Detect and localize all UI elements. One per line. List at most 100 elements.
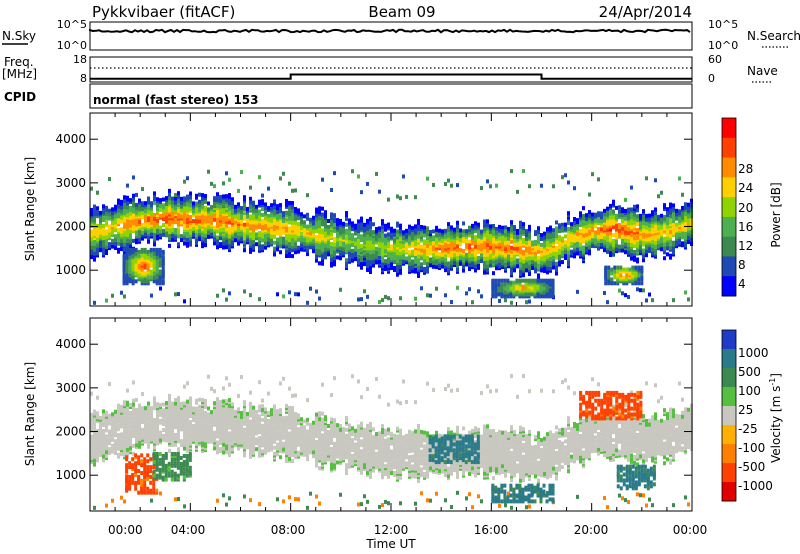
power-cell (459, 248, 462, 253)
power-cell (291, 188, 294, 193)
power-cell (360, 216, 363, 221)
power-cell (540, 252, 543, 257)
power-cell (210, 205, 213, 210)
power-cell (285, 236, 288, 241)
velocity-cell (126, 406, 129, 411)
power-cell (579, 234, 582, 239)
frequency-trace (90, 73, 692, 80)
power-cell (609, 219, 612, 224)
power-cell (180, 220, 183, 225)
velocity-cell (162, 433, 165, 438)
power-cell (561, 260, 564, 265)
power-cell (615, 231, 618, 236)
power-cell (486, 248, 489, 253)
power-cell (396, 194, 399, 199)
power-cell (255, 242, 258, 247)
power-cell (639, 213, 642, 218)
power-cell (378, 255, 381, 260)
power-cell (117, 218, 120, 223)
noise-left-tick-bottom: 10^0 (57, 39, 87, 52)
power-cell (282, 228, 285, 233)
power-cell (591, 212, 594, 217)
power-cell (273, 219, 276, 224)
power-cell (249, 196, 252, 201)
power-cell (123, 210, 126, 215)
power-cell (219, 194, 222, 199)
power-cell (672, 213, 675, 218)
power-cell (576, 247, 579, 252)
power-cell (582, 213, 585, 218)
power-cell (525, 256, 528, 261)
power-cell (204, 233, 207, 238)
power-cell (222, 181, 225, 186)
power-cell (666, 252, 669, 257)
power-cell (237, 202, 240, 207)
power-cell (159, 225, 162, 230)
power-cell (645, 253, 648, 258)
power-cell (642, 228, 645, 233)
power-cell (162, 197, 165, 202)
power-cell (545, 284, 549, 289)
velocity-cell (123, 447, 126, 452)
power-cell (486, 242, 489, 247)
power-cell (522, 169, 525, 174)
power-cell (246, 238, 249, 243)
power-cell (152, 275, 156, 280)
power-cell (300, 212, 303, 217)
power-cell (372, 263, 375, 268)
power-cell (158, 269, 162, 274)
power-cell (339, 287, 342, 292)
velocity-cell (102, 421, 105, 426)
power-cell (630, 252, 633, 257)
power-cell (613, 265, 617, 270)
power-cell (143, 247, 147, 252)
power-cell (411, 233, 414, 238)
power-cell (438, 252, 441, 257)
power-cell (276, 292, 279, 297)
power-cell (387, 232, 390, 237)
power-cell (525, 233, 528, 238)
power-cell (303, 241, 306, 246)
power-cell (315, 213, 318, 218)
velocity-cell (111, 433, 114, 438)
power-cell (628, 271, 632, 276)
power-cell (513, 225, 516, 230)
power-cell (537, 263, 540, 268)
power-cell (408, 224, 411, 229)
power-cell (161, 249, 165, 254)
velocity-cell (177, 497, 180, 502)
power-cell (489, 224, 492, 229)
power-cell (171, 237, 174, 242)
power-cell (330, 241, 333, 246)
power-cell (108, 224, 111, 229)
power-cell (522, 237, 525, 242)
power-cell (315, 289, 318, 294)
power-cell (162, 222, 165, 227)
power-cell (255, 208, 258, 213)
power-cell (625, 277, 629, 282)
power-cell (468, 225, 471, 230)
power-cell (633, 249, 636, 254)
velocity-cell (96, 432, 99, 437)
velocity-cell (177, 433, 180, 438)
power-cell (306, 224, 309, 229)
power-cell (486, 252, 489, 257)
power-cell (90, 207, 93, 212)
power-cell (414, 296, 417, 301)
power-cell (366, 236, 369, 241)
power-cell (462, 233, 465, 238)
power-cell (99, 210, 102, 215)
power-cell (117, 198, 120, 203)
power-cell (237, 188, 240, 193)
power-cell (636, 243, 639, 248)
power-cell (147, 216, 150, 221)
power-cell (624, 197, 627, 202)
power-cell (161, 267, 165, 272)
power-cell (411, 269, 414, 274)
velocity-cell (90, 416, 93, 421)
power-cell (483, 219, 486, 224)
station-title: Pykkvibaer (fitACF) (92, 3, 235, 21)
power-cell (504, 298, 507, 303)
velocity-cell (117, 413, 120, 418)
power-cell (636, 227, 639, 232)
